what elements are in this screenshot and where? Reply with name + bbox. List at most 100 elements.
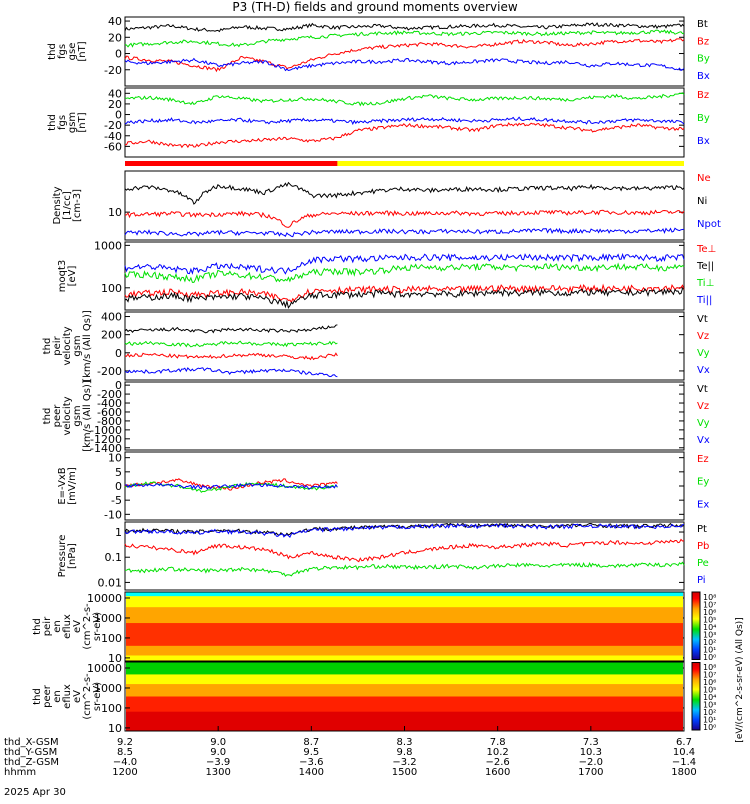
y-tick-label: 1000 [94,239,122,252]
y-tick-label: 0.01 [98,576,123,589]
y-tick-label: 0 [115,480,122,493]
series-line-Pb [124,538,685,563]
legend-label: Ne [697,173,711,184]
legend-label: Vz [697,401,709,412]
colorbar-tick-label: 10⁷ [703,601,716,610]
y-axis-label: [km/s (All Qs)] [82,310,93,382]
status-bar-segment [125,161,338,166]
panel-frame [124,170,685,241]
y-axis-label: Pressure [57,535,68,578]
colorbar-tick-label: 10³ [703,701,716,710]
y-axis-label: fgs [57,115,68,130]
series-line-Vy [124,340,338,348]
y-axis-label: sr-eV) [92,612,103,641]
colorbar-tick-label: 10⁶ [703,608,716,617]
series-line-Bx [124,57,685,72]
legend-label: Vy [697,348,710,359]
colorbar-tick-label: 10⁶ [703,678,716,687]
colorbar-tick-label: 10⁵ [703,686,716,695]
panel-frame [124,521,685,591]
x-tick-label: 1700 [578,767,603,778]
legend-label: Te⊥ [696,244,716,255]
y-axis-label: en [52,690,63,703]
legend-label: Bt [697,19,708,30]
y-axis-label: sr-eV) [92,682,103,711]
legend-label: Pe [697,558,709,569]
y-axis-label: eflux [62,614,73,639]
series-line-Ez [124,478,338,491]
colorbar-units: [eV/(cm^2-s-sr-eV) (All Qs)] [735,617,745,742]
y-axis-label: (cm^2-s- [82,673,93,720]
legend-label: Ti|| [696,295,712,306]
y-tick-label: 0.1 [105,551,123,564]
colorbar-tick-label: 10⁰ [703,653,716,662]
spectrogram-band [126,596,683,608]
panel-frame [124,87,685,158]
colorbar-tick-label: 10² [703,708,716,717]
y-tick-label: 200 [101,329,122,342]
y-axis-label: [nPa] [67,543,78,569]
colorbar-tick-label: 10⁰ [703,723,716,732]
y-tick-label: 1 [115,526,122,539]
legend-label: Ez [697,454,709,465]
y-tick-label: 10000 [87,592,122,605]
legend-label: By [697,54,710,65]
legend-label: Pt [697,524,707,535]
y-axis-label: thd [47,114,58,131]
x-tick-label: 1300 [205,767,230,778]
y-tick-label: -5 [111,494,122,507]
x-tick-label: 1400 [299,767,324,778]
y-tick-label: -1000 [90,424,122,437]
y-axis-label: E=-VxB [57,467,68,504]
series-line-Pi [124,522,685,538]
spectrogram-band [126,655,683,662]
panel-frame [124,591,685,662]
series-line-Ni [124,181,685,205]
y-axis-label: [eV] [67,266,78,287]
y-axis-label: fgs [57,44,68,59]
y-axis-label: gsm [72,335,83,356]
y-tick-label: 100 [101,632,122,645]
y-axis-label: thd [32,618,43,635]
legend-label: By [697,113,710,124]
series-line-Bx [124,116,685,126]
x-axis-row-label: thd_Y-GSM [4,747,57,758]
x-tick-label: 8.5 [117,747,133,758]
y-axis-label: gse [67,43,78,61]
y-axis-label: eV [72,620,83,633]
y-tick-label: 1000 [94,682,122,695]
colorbar-tick-label: 10¹ [703,646,716,655]
spectrogram-band [126,662,683,675]
legend-label: Bx [697,136,710,147]
legend-label: Bz [697,36,709,47]
y-tick-label: -10 [104,508,122,521]
x-tick-label: 1800 [671,767,696,778]
y-tick-label: 10 [108,206,122,219]
y-axis-label: peer [42,684,53,708]
legend-label: Te|| [696,261,714,272]
x-tick-label: 10.2 [487,747,509,758]
y-tick-label: -200 [97,388,122,401]
legend-label: Ex [697,499,709,510]
y-tick-label: 100 [101,702,122,715]
y-axis-label: moqt3 [57,260,68,293]
panel-frame [124,241,685,311]
legend-label: Npot [697,219,721,230]
y-axis-label: thd [47,43,58,60]
x-tick-label: 7.8 [490,737,506,748]
y-axis-label: velocity [62,396,73,435]
spectrogram-band [126,674,683,685]
legend-label: Ti⊥ [696,278,714,289]
spectrogram-band [126,696,683,713]
y-tick-label: 0 [115,109,122,122]
y-tick-label: 5 [115,466,122,479]
x-tick-label: −4.0 [113,757,137,768]
series-line-Pt [124,522,685,537]
y-tick-label: 0 [115,48,122,61]
x-axis-row-label: thd_Z-GSM [4,757,59,768]
colorbar-lower [691,662,701,731]
y-axis-label: thd [42,408,53,425]
legend-label: Pi [697,575,706,586]
series-line-Bt [124,22,685,33]
x-tick-label: 8.3 [397,737,413,748]
